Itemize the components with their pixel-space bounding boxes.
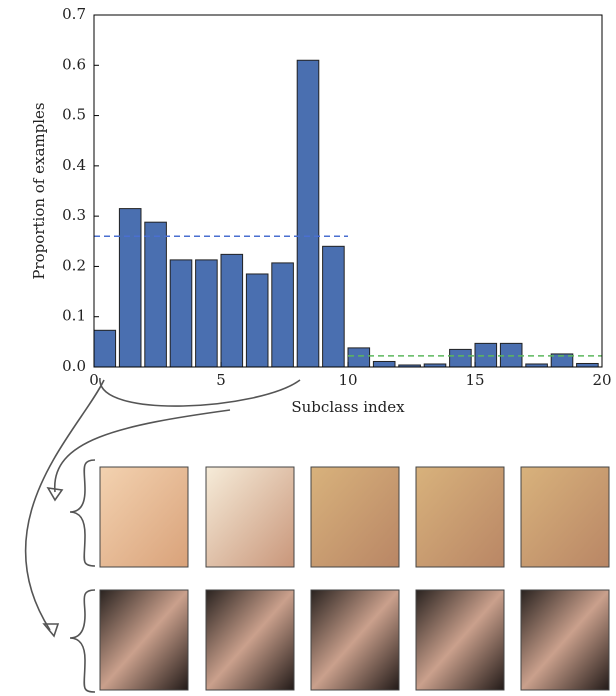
arrow-curve [24,379,105,631]
face-image [415,589,505,691]
face-image [99,466,189,568]
bar [271,262,294,368]
bar [169,259,193,368]
arrow-head [46,486,64,502]
face-image [205,589,295,691]
x-axis-label: Subclass index [291,398,405,416]
face-grid [99,466,610,691]
face-image [205,466,295,568]
x-tick-label: 10 [338,371,357,389]
bar [93,329,117,368]
bar [220,253,244,368]
y-tick-label: 0.2 [62,256,86,274]
bar [474,342,498,368]
face-image [415,466,505,568]
bar [576,362,599,368]
y-tick-label: 0.5 [62,106,86,124]
y-tick-label: 0.1 [62,307,86,325]
x-tick-label: 5 [216,371,226,389]
bar [499,342,523,368]
brace [69,589,96,693]
face-image [99,589,189,691]
x-tick-label: 0 [89,371,99,389]
x-tick-label: 15 [465,371,484,389]
bar [245,273,269,368]
face-image [520,589,610,691]
bar [195,259,218,368]
y-tick-label: 0.0 [62,357,86,375]
y-tick-label: 0.4 [62,156,86,174]
arrow-curve [99,377,301,407]
bar [449,348,472,368]
x-tick-label: 20 [592,371,611,389]
bar [347,347,371,368]
arrow-curve [54,409,231,493]
arrow-head [42,623,60,638]
brace [69,459,96,567]
y-tick-label: 0.7 [62,5,86,23]
y-tick-label: 0.6 [62,55,86,73]
y-tick-label: 0.3 [62,206,86,224]
plot-area: 0.0 0.1 0.2 0.3 0.4 0.5 0.6 0.7 0 5 10 15 20 [62,5,611,389]
bar [322,245,345,368]
bar [118,208,142,368]
bar [296,59,320,368]
face-image [310,466,400,568]
bar [144,221,167,368]
arrows [24,377,301,693]
y-axis-label: Proportion of examples [30,102,48,279]
bar [372,360,396,368]
face-image [310,589,400,691]
face-image [520,466,610,568]
